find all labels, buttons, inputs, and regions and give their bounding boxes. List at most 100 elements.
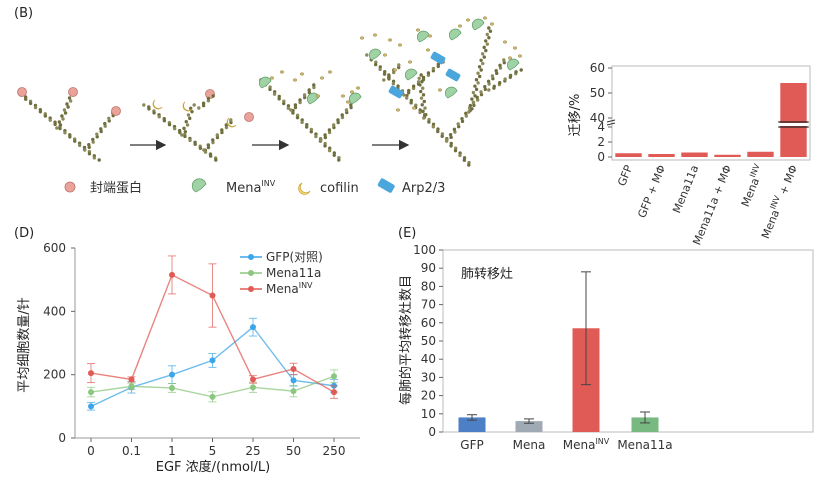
actin-bead xyxy=(345,110,349,115)
actin-stage-4 xyxy=(360,16,523,167)
actin-bead xyxy=(48,118,52,122)
actin-monomer xyxy=(316,94,321,98)
x-tick-label: MenaINV xyxy=(737,162,768,209)
actin-monomer xyxy=(346,100,351,104)
actin-bead xyxy=(87,145,91,150)
actin-bead xyxy=(201,103,206,108)
actin-bead xyxy=(327,148,332,153)
y-axis-label: 每肺的平均转移灶数目 xyxy=(398,275,414,405)
data-point xyxy=(290,377,297,384)
actin-bead xyxy=(55,126,59,130)
y-tick-label: 0 xyxy=(58,431,66,445)
x-tick-label: 0.1 xyxy=(122,444,141,458)
actin-monomer xyxy=(412,106,417,110)
x-tick-label: Mena11a xyxy=(617,438,672,452)
actin-bead xyxy=(460,119,465,124)
actin-bead xyxy=(307,90,311,95)
data-point xyxy=(88,370,94,377)
actin-bead xyxy=(487,26,491,30)
svg-text:MenaINV: MenaINV xyxy=(226,179,276,196)
actin-bead xyxy=(382,78,386,82)
actin-bead xyxy=(423,106,427,110)
actin-monomer xyxy=(518,54,523,58)
mena-inv-icon xyxy=(445,86,458,99)
actin-bead xyxy=(99,127,103,131)
actin-bead xyxy=(53,122,57,127)
actin-monomer xyxy=(438,88,443,92)
actin-monomer xyxy=(388,38,393,42)
actin-bead xyxy=(337,158,341,162)
actin-bead xyxy=(198,146,203,150)
x-tick-label-sup: INV xyxy=(595,437,609,446)
actin-bead xyxy=(460,116,464,121)
actin-bead xyxy=(293,105,298,110)
y-tick-label: 70 xyxy=(421,298,436,312)
actin-bead xyxy=(474,87,479,92)
actin-bead xyxy=(180,133,184,137)
mena-inv-icon xyxy=(405,68,418,81)
legend-label: GFP(对照) xyxy=(266,250,323,264)
actin-bead xyxy=(470,97,474,101)
actin-bead xyxy=(99,129,103,134)
actin-bead xyxy=(66,105,70,109)
actin-bead xyxy=(479,68,483,72)
cofilin-icon xyxy=(298,182,311,195)
arp23-icon xyxy=(430,51,446,65)
bar xyxy=(747,151,774,157)
actin-bead xyxy=(214,158,218,162)
actin-bead xyxy=(298,98,302,102)
actin-bead xyxy=(427,120,431,124)
actin-monomer xyxy=(428,34,433,38)
chart-title: 肺转移灶 xyxy=(461,267,513,282)
actin-bead xyxy=(211,94,215,98)
actin-monomer xyxy=(503,40,508,44)
data-point xyxy=(250,376,256,383)
mena-inv-icon xyxy=(191,178,207,193)
arp23-icon xyxy=(445,68,461,82)
actin-bead xyxy=(464,111,468,116)
actin-bead xyxy=(421,93,426,97)
actin-bead xyxy=(103,121,107,126)
y-tick-label: 30 xyxy=(421,370,436,384)
actin-bead xyxy=(201,101,206,105)
actin-bead xyxy=(387,75,391,80)
actin-bead xyxy=(422,116,426,120)
x-tick-label: 1 xyxy=(168,444,176,458)
actin-monomer xyxy=(300,72,305,76)
metastasis-chart: 肺转移灶 每肺的平均转移灶数目 0 10 20 30 40 50 60 70 80 90 100 G… xyxy=(398,243,814,452)
y-tick-label: 80 xyxy=(421,279,436,293)
actin-bead xyxy=(192,103,196,107)
actin-monomer xyxy=(398,43,403,47)
data-point xyxy=(169,384,175,391)
actin-bead xyxy=(481,61,485,66)
actin-bead xyxy=(65,102,69,106)
actin-bead xyxy=(188,116,192,121)
actin-bead xyxy=(327,130,332,135)
arp23-icon xyxy=(377,178,395,193)
actin-bead xyxy=(61,117,65,121)
legend-label-main: Mena11a xyxy=(266,266,321,280)
actin-bead xyxy=(503,77,507,81)
bar xyxy=(648,154,675,157)
actin-monomer xyxy=(426,48,431,52)
x-tick-label-main: Mena11a xyxy=(617,438,672,452)
x-tick-label-main: GFP + MΦ xyxy=(635,163,668,220)
actin-bead xyxy=(314,134,318,139)
y-axis-label: 迁移/% xyxy=(568,94,583,137)
actin-bead xyxy=(107,116,111,120)
actin-bead xyxy=(63,111,68,115)
actin-bead xyxy=(421,109,425,114)
capping-protein-icon xyxy=(68,87,78,97)
actin-bead xyxy=(392,70,396,75)
actin-bead xyxy=(476,71,480,75)
actin-monomer xyxy=(458,24,463,28)
x-tick-label-main: Mena11a xyxy=(670,163,701,215)
actin-stage-3 xyxy=(259,70,362,162)
x-tick-label-main: Mena xyxy=(739,176,762,209)
data-point xyxy=(331,373,337,380)
actin-bead xyxy=(476,98,480,102)
actin-bead xyxy=(492,84,496,89)
bar xyxy=(515,421,543,432)
x-tick-label-sup: INV xyxy=(748,162,762,179)
data-point xyxy=(169,271,175,278)
